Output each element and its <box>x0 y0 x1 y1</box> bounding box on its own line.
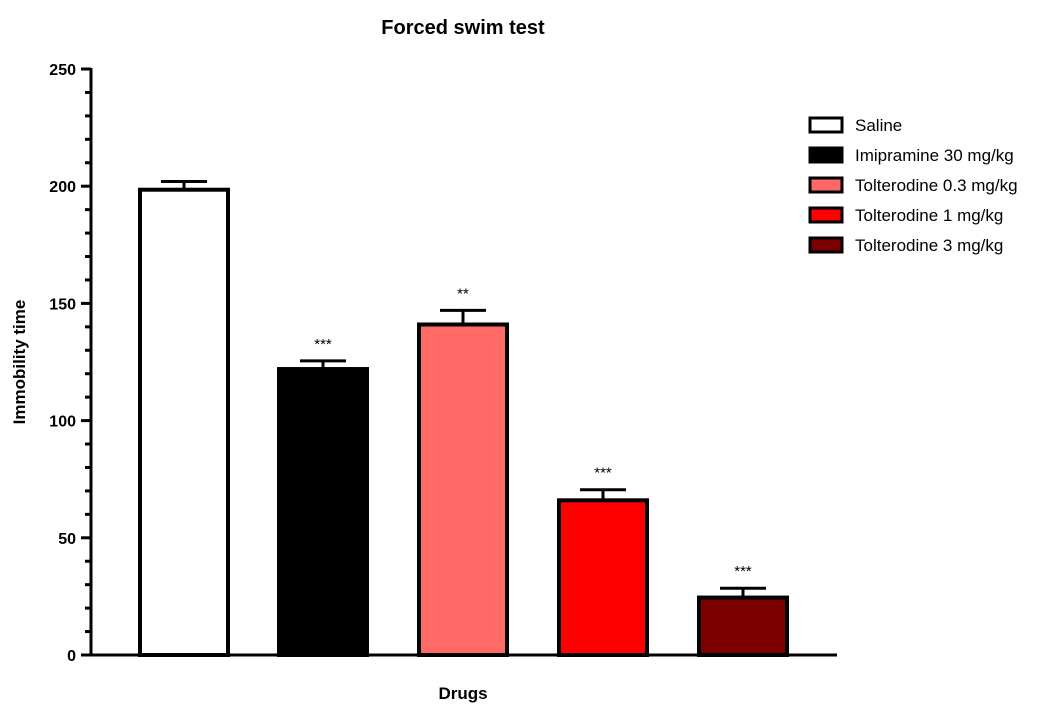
y-tick-label: 100 <box>49 414 76 431</box>
bar <box>417 322 509 657</box>
y-tick-label: 0 <box>67 648 76 665</box>
legend-swatch <box>808 116 844 134</box>
significance-label: *** <box>314 336 332 353</box>
significance-label: *** <box>734 563 752 580</box>
bars-group: *********** <box>138 180 789 658</box>
legend-swatch <box>808 236 844 254</box>
legend-swatch <box>808 206 844 224</box>
axes-group: 0 50 100 150 200 250 <box>49 62 837 665</box>
y-tick-label: 150 <box>49 296 76 313</box>
legend: Saline Imipramine 30 mg/kg Tolterodine 0.3… <box>808 116 1018 255</box>
bar <box>138 187 230 657</box>
y-tick-label: 200 <box>49 179 76 196</box>
bar <box>557 498 649 657</box>
x-axis-label: Drugs <box>438 684 487 703</box>
legend-swatch <box>808 146 844 164</box>
bar <box>277 367 369 657</box>
legend-swatch <box>808 176 844 194</box>
y-axis-label: Immobility time <box>10 300 29 425</box>
legend-label: Imipramine 30 mg/kg <box>855 146 1014 165</box>
bar <box>697 595 789 658</box>
y-tick-label: 50 <box>58 531 76 548</box>
legend-label: Tolterodine 0.3 mg/kg <box>855 176 1018 195</box>
chart-title: Forced swim test <box>381 17 545 39</box>
legend-label: Tolterodine 1 mg/kg <box>855 206 1003 225</box>
legend-label: Tolterodine 3 mg/kg <box>855 236 1003 255</box>
y-tick-label: 250 <box>49 62 76 79</box>
legend-label: Saline <box>855 116 902 135</box>
significance-label: ** <box>457 285 469 302</box>
significance-label: *** <box>594 465 612 482</box>
